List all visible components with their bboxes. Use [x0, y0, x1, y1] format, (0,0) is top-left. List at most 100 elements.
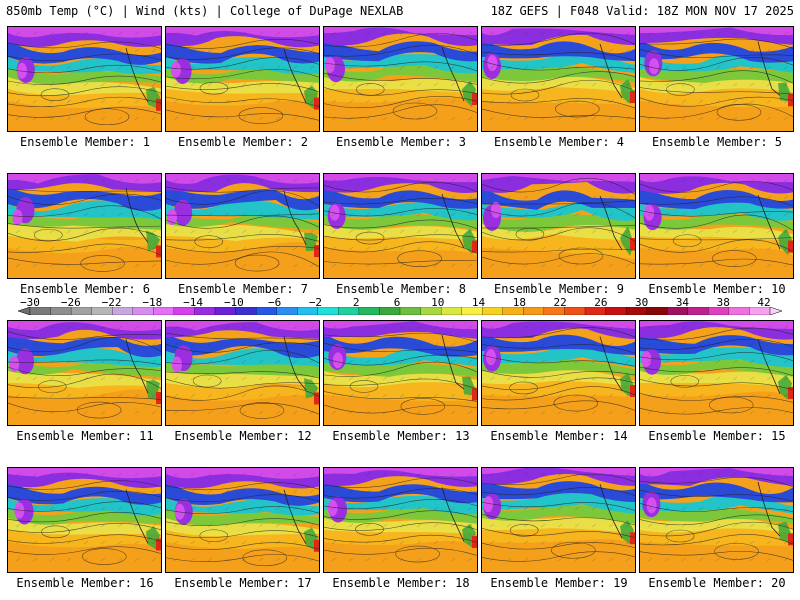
- colorbar-swatch: [194, 307, 216, 315]
- ensemble-member-map: [481, 320, 636, 426]
- ensemble-member-map: [323, 26, 478, 132]
- ensemble-member-label: Ensemble Member: 5: [651, 135, 783, 149]
- colorbar-tick-label: 14: [471, 296, 486, 309]
- ensemble-member-map: [323, 467, 478, 573]
- ensemble-member-map: [639, 467, 794, 573]
- colorbar-tick-label: 18: [512, 296, 526, 309]
- ensemble-member-label: Ensemble Member: 11: [16, 429, 154, 443]
- ensemble-member-map: [481, 26, 636, 132]
- colorbar-swatch: [728, 307, 750, 315]
- ensemble-member-label: Ensemble Member: 10: [648, 282, 786, 296]
- chart-title: 850mb Temp (°C) | Wind (kts) | College o…: [6, 4, 404, 18]
- ensemble-member-map: [7, 173, 162, 279]
- colorbar-tick-label: −18: [142, 296, 163, 309]
- model-run-info: 18Z GEFS | F048 Valid: 18Z MON NOV 17 20…: [490, 4, 794, 18]
- colorbar-tick-label: −26: [60, 296, 81, 309]
- ensemble-member-label: Ensemble Member: 12: [174, 429, 312, 443]
- colorbar-swatch: [625, 307, 648, 315]
- ensemble-member-map: [481, 467, 636, 573]
- ensemble-member-map: [165, 320, 320, 426]
- colorbar-swatch: [379, 307, 401, 315]
- ensemble-member-map: [7, 320, 162, 426]
- ensemble-member-map: [481, 173, 636, 279]
- colorbar-swatch: [543, 307, 565, 315]
- ensemble-member-label: Ensemble Member: 14: [490, 429, 628, 443]
- ensemble-member-map: [639, 26, 794, 132]
- colorbar-swatch: [667, 307, 689, 315]
- ensemble-member-label: Ensemble Member: 2: [177, 135, 309, 149]
- ensemble-member-label: Ensemble Member: 1: [19, 135, 151, 149]
- temperature-colorbar: −30 −26 −22 −18 −14 −10 −6 −2 2 6 10 14 18 22 26 30 34 38…: [0, 296, 800, 318]
- ensemble-member-label: Ensemble Member: 15: [648, 429, 786, 443]
- colorbar-max-arrow: [769, 307, 783, 315]
- ensemble-member-map: [639, 173, 794, 279]
- colorbar-tick-label: 10: [431, 296, 445, 309]
- colorbar-swatch: [440, 307, 463, 315]
- colorbar-swatch: [70, 307, 93, 315]
- colorbar-tick-label: 34: [675, 296, 690, 309]
- ensemble-member-label: Ensemble Member: 19: [490, 576, 628, 590]
- colorbar-swatch: [749, 307, 771, 315]
- colorbar-tick-label: 22: [553, 296, 567, 309]
- ensemble-member-map: [7, 467, 162, 573]
- colorbar-swatch: [420, 307, 442, 315]
- ensemble-member-label: Ensemble Member: 7: [177, 282, 309, 296]
- colorbar-swatch: [132, 307, 154, 315]
- colorbar-tick-label: 2: [352, 296, 360, 309]
- ensemble-member-label: Ensemble Member: 4: [493, 135, 625, 149]
- colorbar-swatch: [502, 307, 524, 315]
- colorbar-swatch: [687, 307, 709, 315]
- colorbar-tick-label: 42: [757, 296, 771, 309]
- colorbar-swatch: [584, 307, 607, 315]
- colorbar-tick-label: −6: [268, 296, 282, 309]
- colorbar-swatch: [605, 307, 627, 315]
- colorbar-tick-label: −2: [308, 296, 323, 309]
- colorbar-swatch: [235, 307, 257, 315]
- ensemble-member-label: Ensemble Member: 6: [19, 282, 151, 296]
- colorbar-tick-label: −10: [223, 296, 244, 309]
- ensemble-member-label: Ensemble Member: 3: [335, 135, 467, 149]
- colorbar-swatch: [461, 307, 483, 315]
- colorbar-swatch: [214, 307, 237, 315]
- colorbar-tick-label: 38: [716, 296, 730, 309]
- ensemble-member-label: Ensemble Member: 16: [16, 576, 154, 590]
- ensemble-member-label: Ensemble Member: 8: [335, 282, 467, 296]
- colorbar-swatch: [482, 307, 504, 315]
- ensemble-member-label: Ensemble Member: 20: [648, 576, 786, 590]
- ensemble-member-map: [165, 173, 320, 279]
- colorbar-swatch: [338, 307, 360, 315]
- colorbar-swatch: [564, 307, 586, 315]
- colorbar-tick-label: 6: [393, 296, 401, 309]
- colorbar-swatch: [91, 307, 113, 315]
- colorbar-swatch: [317, 307, 339, 315]
- ensemble-member-map: [165, 467, 320, 573]
- colorbar-swatch: [358, 307, 380, 315]
- ensemble-member-label: Ensemble Member: 17: [174, 576, 312, 590]
- colorbar-swatch: [399, 307, 422, 315]
- ensemble-member-map: [323, 320, 478, 426]
- colorbar-swatch: [173, 307, 195, 315]
- colorbar-swatch: [29, 307, 52, 315]
- colorbar-swatch: [255, 307, 278, 315]
- colorbar-labels: −30 −26 −22 −18 −14 −10 −6 −2 2 6 10 14 18 22 26 30 34 38…: [0, 296, 800, 309]
- colorbar-swatch: [153, 307, 175, 315]
- colorbar-swatch: [50, 307, 72, 315]
- colorbar-swatch: [297, 307, 319, 315]
- colorbar-tick-label: −22: [101, 296, 122, 309]
- ensemble-member-label: Ensemble Member: 18: [332, 576, 470, 590]
- colorbar-tick-label: 26: [594, 296, 608, 309]
- ensemble-member-label: Ensemble Member: 13: [332, 429, 470, 443]
- colorbar-tick-label: 30: [635, 296, 649, 309]
- ensemble-member-map: [7, 26, 162, 132]
- ensemble-member-label: Ensemble Member: 9: [493, 282, 625, 296]
- ensemble-member-map: [639, 320, 794, 426]
- ensemble-member-map: [323, 173, 478, 279]
- colorbar-min-arrow: [17, 307, 31, 315]
- ensemble-member-map: [165, 26, 320, 132]
- colorbar-scale: [17, 307, 783, 315]
- colorbar-tick-label: −30: [20, 296, 40, 309]
- colorbar-swatch: [276, 307, 298, 315]
- colorbar-swatch: [646, 307, 668, 315]
- colorbar-swatch: [708, 307, 730, 315]
- colorbar-swatch: [523, 307, 545, 315]
